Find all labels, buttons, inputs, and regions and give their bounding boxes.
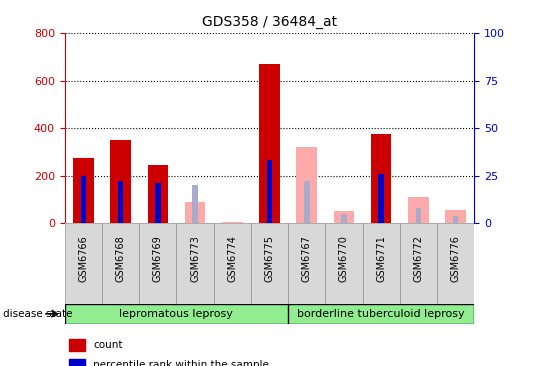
Text: disease state: disease state: [3, 309, 72, 319]
Bar: [251, 223, 288, 304]
Text: GSM6770: GSM6770: [339, 235, 349, 282]
Bar: [437, 223, 474, 304]
Text: borderline tuberculoid leprosy: borderline tuberculoid leprosy: [298, 309, 465, 319]
Text: GSM6771: GSM6771: [376, 235, 386, 282]
Bar: [371, 134, 391, 223]
Text: GSM6775: GSM6775: [265, 235, 274, 282]
Text: GSM6766: GSM6766: [78, 235, 88, 282]
Bar: [65, 304, 288, 324]
Bar: [267, 160, 272, 223]
Bar: [259, 64, 280, 223]
Bar: [400, 223, 437, 304]
Bar: [251, 223, 288, 304]
Bar: [288, 304, 474, 324]
Bar: [192, 185, 198, 223]
Bar: [445, 210, 466, 223]
Bar: [288, 223, 326, 304]
Bar: [437, 223, 474, 304]
Bar: [69, 339, 85, 351]
Text: GSM6767: GSM6767: [302, 235, 312, 282]
Text: count: count: [93, 340, 123, 350]
Bar: [65, 223, 102, 304]
Bar: [102, 223, 139, 304]
Bar: [416, 208, 421, 223]
Bar: [288, 223, 326, 304]
Bar: [69, 359, 85, 366]
Title: GDS358 / 36484_at: GDS358 / 36484_at: [202, 15, 337, 29]
Text: GSM6768: GSM6768: [115, 235, 126, 282]
Bar: [139, 223, 176, 304]
Bar: [73, 158, 94, 223]
Bar: [213, 223, 251, 304]
Bar: [296, 147, 317, 223]
Bar: [213, 223, 251, 304]
Text: GSM6773: GSM6773: [190, 235, 200, 282]
Bar: [102, 223, 139, 304]
Bar: [176, 223, 213, 304]
Bar: [80, 176, 86, 223]
Bar: [326, 223, 363, 304]
Bar: [400, 223, 437, 304]
Bar: [334, 211, 354, 223]
Bar: [363, 223, 400, 304]
Bar: [176, 223, 213, 304]
Text: GSM6776: GSM6776: [451, 235, 461, 282]
Text: GSM6769: GSM6769: [153, 235, 163, 282]
Bar: [341, 214, 347, 223]
Bar: [453, 216, 459, 223]
Bar: [148, 165, 168, 223]
Bar: [408, 197, 429, 223]
Bar: [185, 202, 205, 223]
Bar: [110, 140, 131, 223]
Bar: [304, 182, 309, 223]
Bar: [326, 223, 363, 304]
Bar: [155, 183, 161, 223]
Text: lepromatous leprosy: lepromatous leprosy: [120, 309, 233, 319]
Text: GSM6772: GSM6772: [413, 235, 424, 282]
Bar: [139, 223, 176, 304]
Bar: [378, 174, 384, 223]
Bar: [222, 222, 243, 223]
Bar: [118, 182, 123, 223]
Text: percentile rank within the sample: percentile rank within the sample: [93, 360, 269, 366]
Bar: [363, 223, 400, 304]
Bar: [65, 223, 102, 304]
Text: GSM6774: GSM6774: [227, 235, 237, 282]
